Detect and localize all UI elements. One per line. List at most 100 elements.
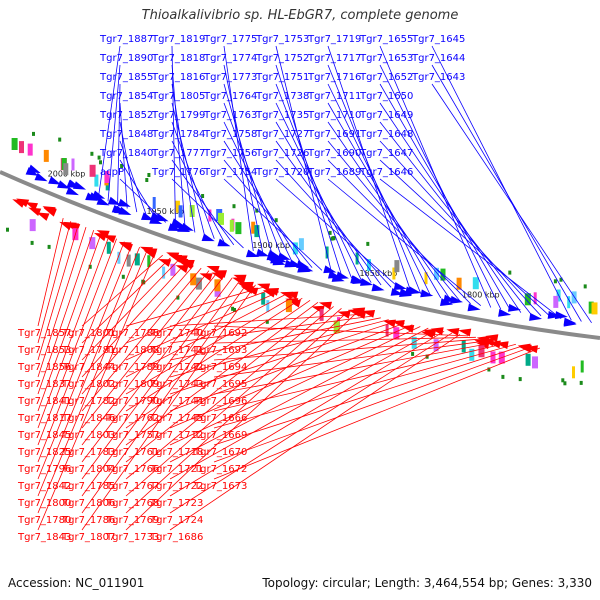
reverse-gene-label: Tgr7_1744 xyxy=(149,396,203,407)
feature-block xyxy=(178,205,183,218)
reverse-gene-label: Tgr7_1796 xyxy=(17,464,71,475)
forward-gene-label: Tgr7_1690 xyxy=(307,148,361,159)
marker-square xyxy=(508,270,512,275)
feature-block xyxy=(580,360,584,373)
reverse-gene-label: Tgr7_1845 xyxy=(17,430,71,441)
reverse-label-leader xyxy=(213,342,508,412)
forward-gene-arrow xyxy=(117,198,131,207)
forward-label-leader xyxy=(431,64,582,322)
forward-label-leader xyxy=(327,121,452,301)
forward-gene-arrow xyxy=(107,196,121,205)
forward-gene-label: Tgr7_1890 xyxy=(99,53,153,64)
reverse-label-leader xyxy=(213,341,500,395)
forward-gene-label: Tgr7_1887 xyxy=(99,34,153,45)
marker-square xyxy=(501,374,505,379)
reverse-gene-label: Tgr7_1718 xyxy=(149,447,203,458)
feature-block xyxy=(89,164,96,177)
marker-square xyxy=(265,319,269,324)
reverse-gene-arrow xyxy=(199,273,213,281)
feature-block xyxy=(89,237,96,250)
feature-block xyxy=(29,219,36,232)
reverse-gene-label: Tgr7_1712 xyxy=(149,430,203,441)
feature-block xyxy=(43,149,49,162)
marker-square xyxy=(328,230,332,235)
forward-gene-label: Tgr7_1711 xyxy=(307,91,361,102)
forward-gene-label: Tgr7_1645 xyxy=(411,34,465,45)
forward-gene-label: Tgr7_1726 xyxy=(255,148,309,159)
marker-square xyxy=(47,244,51,249)
feature-block xyxy=(94,174,99,187)
reverse-label-leader xyxy=(213,339,492,378)
forward-label-leader xyxy=(275,140,382,286)
reverse-gene-label: Tgr7_1745 xyxy=(149,413,203,424)
marker-square xyxy=(579,380,583,385)
forward-gene-label: Tgr7_1727 xyxy=(255,129,309,140)
reverse-gene-label: Tgr7_1692 xyxy=(193,328,247,339)
forward-gene-label: Tgr7_1751 xyxy=(255,72,309,83)
reverse-label-leader xyxy=(169,324,413,429)
forward-gene-arrow xyxy=(57,180,71,189)
forward-gene-arrow xyxy=(277,252,291,261)
reverse-gene-label: Tgr7_1790 xyxy=(105,396,159,407)
forward-label-leader xyxy=(431,83,592,324)
reverse-gene-label: Tgr7_1696 xyxy=(193,396,247,407)
forward-gene-label: Tgr7_1753 xyxy=(255,34,309,45)
feature-block xyxy=(572,366,575,379)
reverse-label-leader xyxy=(125,297,303,412)
forward-label-leader xyxy=(223,178,323,271)
reverse-gene-label: Tgr7_1686 xyxy=(149,532,203,543)
reverse-gene-label: Tgr7_1786 xyxy=(61,515,115,526)
reverse-gene-label: Tgr7_1666 xyxy=(193,413,247,424)
forward-gene-arrow xyxy=(351,275,365,284)
forward-label-leader xyxy=(275,159,392,288)
reverse-label-leader xyxy=(81,257,171,344)
marker-square xyxy=(142,280,146,285)
reverse-label-leader xyxy=(169,317,381,361)
feature-block xyxy=(285,300,292,313)
reverse-label-leader xyxy=(37,226,87,378)
reverse-label-leader xyxy=(37,244,133,480)
feature-block xyxy=(424,272,428,285)
marker-square xyxy=(145,178,149,182)
forward-gene-arrow xyxy=(267,249,281,258)
forward-gene-label: Tgr7_1643 xyxy=(411,72,465,83)
reverse-label-leader xyxy=(125,307,342,497)
forward-gene-label: Tgr7_1652 xyxy=(359,72,413,83)
reverse-gene-label: Tgr7_1802 xyxy=(61,379,115,390)
reverse-gene-arrow xyxy=(318,301,332,310)
feature-block xyxy=(254,225,260,238)
reverse-label-leader xyxy=(81,284,256,531)
forward-gene-label: Tgr7_1720 xyxy=(255,167,309,178)
forward-label-leader xyxy=(327,140,462,303)
forward-gene-arrow xyxy=(171,218,185,227)
reverse-label-leader xyxy=(169,315,374,344)
marker-square xyxy=(411,351,415,356)
feature-block xyxy=(298,238,304,251)
feature-block xyxy=(126,254,131,267)
forward-label-leader xyxy=(379,140,542,317)
feature-block xyxy=(456,277,462,290)
reverse-gene-label: Tgr7_1781 xyxy=(61,345,115,356)
forward-gene-label: Tgr7_1689 xyxy=(307,167,361,178)
reverse-label-leader xyxy=(37,218,64,327)
reverse-gene-arrow xyxy=(43,208,57,217)
reverse-label-leader xyxy=(213,336,476,344)
forward-gene-arrow xyxy=(507,303,521,312)
forward-gene-arrow xyxy=(371,283,385,292)
forward-gene-arrow xyxy=(72,181,87,190)
reverse-gene-label: Tgr7_1767 xyxy=(105,481,159,492)
forward-label-leader xyxy=(327,159,471,305)
reverse-label-leader xyxy=(213,325,469,337)
forward-label-leader xyxy=(379,178,562,320)
feature-block xyxy=(266,300,270,313)
reverse-gene-arrow xyxy=(36,212,50,221)
reverse-gene-label: Tgr7_1743 xyxy=(149,379,203,390)
marker-square xyxy=(88,264,92,269)
marker-square xyxy=(563,381,567,386)
forward-gene-arrow xyxy=(360,278,374,286)
marker-square xyxy=(233,308,236,312)
feature-block xyxy=(469,348,475,361)
marker-square xyxy=(147,173,151,177)
reverse-label-leader xyxy=(125,304,327,463)
